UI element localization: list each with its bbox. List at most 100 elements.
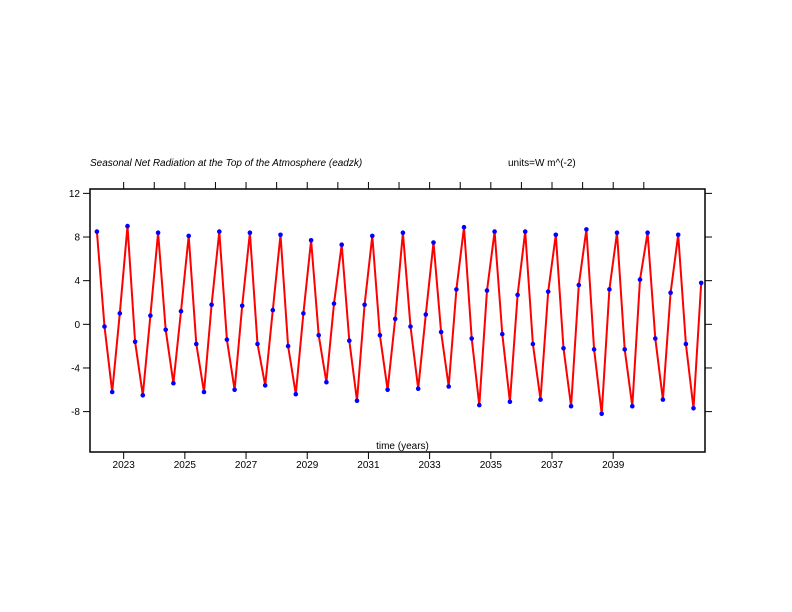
- data-point: [461, 224, 467, 230]
- data-point: [607, 287, 612, 292]
- data-point: [270, 307, 276, 313]
- data-point: [599, 411, 604, 417]
- data-point: [347, 338, 352, 344]
- series-line: [95, 225, 703, 415]
- x-tick-label: 2037: [541, 460, 564, 471]
- data-point: [109, 389, 115, 395]
- data-point: [568, 403, 574, 409]
- data-point: [102, 324, 107, 329]
- data-point: [331, 301, 337, 306]
- data-point: [492, 229, 497, 234]
- data-point: [186, 233, 191, 239]
- data-point: [484, 288, 490, 293]
- data-point: [148, 313, 153, 318]
- data-point: [94, 229, 100, 234]
- data-point: [438, 329, 444, 335]
- data-point: [354, 398, 360, 404]
- data-point: [140, 393, 146, 398]
- x-axis-label: time (years): [376, 441, 429, 452]
- y-tick-label: 8: [74, 233, 80, 244]
- data-point: [278, 232, 283, 238]
- data-point: [614, 230, 620, 235]
- data-point: [201, 389, 207, 395]
- data-point: [469, 336, 475, 341]
- x-tick-label: 2025: [174, 460, 197, 471]
- data-point: [576, 282, 582, 288]
- data-point: [538, 397, 543, 402]
- data-point: [561, 346, 566, 351]
- data-point: [545, 289, 551, 294]
- y-tick-label: 12: [69, 189, 81, 200]
- data-point: [500, 331, 505, 337]
- data-point: [262, 383, 268, 388]
- x-tick-label: 2039: [602, 460, 625, 471]
- data-point: [377, 332, 383, 338]
- x-tick-label: 2027: [235, 460, 258, 471]
- data-point: [400, 230, 406, 235]
- data-point: [308, 238, 314, 243]
- data-point: [239, 303, 245, 309]
- data-point: [530, 341, 536, 347]
- data-point: [431, 240, 436, 245]
- y-tick-label: -4: [71, 363, 80, 374]
- data-point: [125, 223, 130, 229]
- data-point: [392, 316, 398, 322]
- data-point: [132, 339, 138, 345]
- axis-ticks: [83, 182, 712, 459]
- data-point: [477, 402, 482, 408]
- data-point: [446, 384, 452, 389]
- data-point: [285, 343, 291, 349]
- y-tick-label: -8: [71, 407, 80, 418]
- plot-frame: [89, 188, 706, 453]
- data-point: [507, 399, 513, 405]
- data-point: [668, 290, 673, 296]
- data-point: [408, 324, 413, 329]
- data-point: [415, 386, 421, 392]
- data-point: [171, 380, 176, 386]
- data-point: [515, 292, 520, 298]
- data-point: [255, 341, 260, 347]
- data-point: [454, 287, 459, 292]
- data-point: [630, 403, 635, 409]
- x-tick-label: 2023: [113, 460, 136, 471]
- data-markers: [94, 223, 704, 417]
- units-label: units=W m^(-2): [508, 158, 576, 169]
- data-point: [653, 336, 658, 341]
- tick-labels: 2023 2025 2027 2029 2031 2033 2035 2037 2039 -8 -4…: [69, 189, 625, 471]
- data-point: [293, 391, 299, 397]
- data-point: [232, 387, 237, 393]
- data-point: [637, 277, 643, 282]
- data-point: [553, 232, 559, 238]
- data-point: [224, 337, 230, 342]
- x-tick-label: 2035: [480, 460, 503, 471]
- data-point: [423, 312, 429, 317]
- x-tick-label: 2031: [357, 460, 380, 471]
- data-point: [324, 379, 329, 385]
- data-point: [698, 280, 704, 286]
- data-point: [155, 230, 161, 235]
- data-point: [683, 341, 689, 347]
- data-point: [584, 227, 589, 232]
- y-tick-label: 4: [74, 276, 80, 287]
- data-point: [591, 347, 597, 352]
- data-point: [194, 341, 199, 347]
- chart-title: Seasonal Net Radiation at the Top of the…: [90, 158, 363, 169]
- x-tick-label: 2033: [419, 460, 442, 471]
- data-point: [522, 229, 528, 234]
- data-point: [209, 302, 214, 308]
- data-point: [675, 232, 681, 238]
- data-point: [691, 406, 696, 411]
- data-point: [247, 230, 253, 235]
- data-point: [217, 229, 222, 234]
- data-point: [622, 347, 627, 352]
- y-tick-label: 0: [74, 320, 80, 331]
- data-point: [339, 242, 345, 247]
- data-point: [316, 332, 322, 338]
- data-point: [660, 397, 666, 402]
- data-point: [362, 302, 367, 308]
- data-point: [178, 308, 184, 314]
- data-point: [301, 311, 306, 316]
- data-point: [163, 327, 168, 333]
- data-point: [117, 311, 123, 316]
